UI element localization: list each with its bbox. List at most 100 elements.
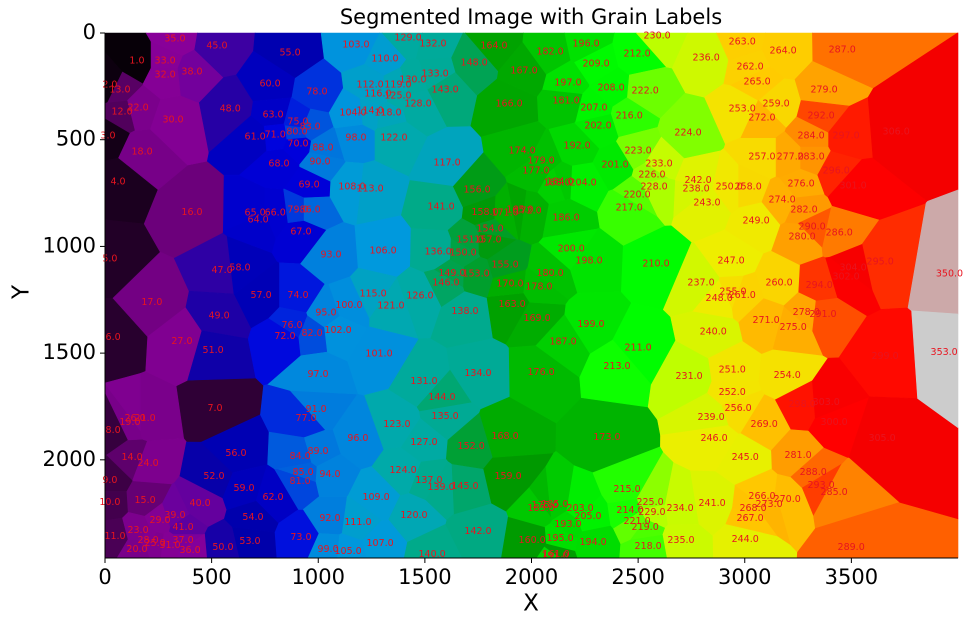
grain-label: 71.0 xyxy=(265,130,286,141)
grain-label: 131.0 xyxy=(410,376,437,387)
grain-label: 68.0 xyxy=(268,159,289,170)
grain-label: 83.0 xyxy=(300,122,321,133)
x-tick-label: 3500 xyxy=(825,565,878,589)
grain-label: 24.0 xyxy=(137,458,158,469)
grain-label: 305.0 xyxy=(868,433,895,444)
grain-label: 167.0 xyxy=(510,65,537,76)
grain-label: 169.0 xyxy=(523,313,550,324)
grain-label: 117.0 xyxy=(433,158,460,169)
grain-label: 93.0 xyxy=(320,250,341,261)
grain-label: 48.0 xyxy=(220,103,241,114)
grain-label: 51.0 xyxy=(203,345,224,356)
grain-label: 49.0 xyxy=(209,311,230,322)
grain-label: 237.0 xyxy=(687,278,714,289)
grain-label: 246.0 xyxy=(700,433,727,444)
grain-label: 293.0 xyxy=(807,480,834,491)
y-tick-label: 2000 xyxy=(43,447,96,471)
grain-label: 240.0 xyxy=(700,327,727,338)
grain-label: 254.0 xyxy=(774,370,801,381)
grain-label: 233.0 xyxy=(645,159,672,170)
grain-label: 55.0 xyxy=(280,48,301,59)
grain-label: 234.0 xyxy=(667,503,694,514)
grain-label: 224.0 xyxy=(674,128,701,139)
grain-label: 194.0 xyxy=(580,537,607,548)
grain-label: 265.0 xyxy=(744,77,771,88)
grain-label: 26.0 xyxy=(124,413,145,424)
grain-label: 296.0 xyxy=(823,166,850,177)
grain-label: 154.0 xyxy=(477,224,504,235)
grain-label: 297.0 xyxy=(832,131,859,142)
grain-label: 239.0 xyxy=(697,412,724,423)
grain-label: 281.0 xyxy=(784,450,811,461)
grain-label: 259.0 xyxy=(762,99,789,110)
grain-label: 89.0 xyxy=(307,446,328,457)
grain-label: 156.0 xyxy=(464,185,491,196)
grain-label: 73.0 xyxy=(290,532,311,543)
grain-label: 62.0 xyxy=(262,492,283,503)
grain-label: 74.0 xyxy=(287,290,308,301)
grain-label: 144.0 xyxy=(428,392,455,403)
grain-label: 294.0 xyxy=(806,280,833,291)
grain-label: 58.0 xyxy=(229,263,250,274)
grain-label: 197.0 xyxy=(554,77,581,88)
grain-label: 138.0 xyxy=(451,306,478,317)
grain-label: 181.0 xyxy=(552,96,579,107)
grain-label: 129.0 xyxy=(394,32,421,43)
grain-label: 110.0 xyxy=(371,54,398,65)
grain-label: 258.0 xyxy=(735,182,762,193)
grain-label: 102.0 xyxy=(324,325,351,336)
grain-label: 292.0 xyxy=(807,111,834,122)
grain-label: 22.0 xyxy=(127,103,148,114)
grain-label: 13.0 xyxy=(109,84,130,95)
grain-label: 96.0 xyxy=(347,433,368,444)
grain-label: 118.0 xyxy=(374,108,401,119)
grain-label: 148.0 xyxy=(461,58,488,69)
grain-label: 122.0 xyxy=(380,133,407,144)
grain-label: 286.0 xyxy=(826,228,853,239)
grain-label: 115.0 xyxy=(359,289,386,300)
grain-label: 60.0 xyxy=(259,79,280,90)
grain-label: 95.0 xyxy=(315,308,336,319)
chart: Segmented Image with Grain Labels X Y 1.… xyxy=(0,0,966,617)
grain-label: 124.0 xyxy=(390,465,417,476)
grain-label: 91.0 xyxy=(306,404,327,415)
grain-label: 260.0 xyxy=(765,278,792,289)
grain-label: 141.0 xyxy=(427,202,454,213)
grain-label: 182.0 xyxy=(536,46,563,57)
grain-label: 251.0 xyxy=(719,365,746,376)
grain-label: 126.0 xyxy=(406,291,433,302)
grain-label: 290.0 xyxy=(799,222,826,233)
y-tick-label: 1500 xyxy=(43,340,96,364)
grain-label: 157.0 xyxy=(474,235,501,246)
grain-label: 145.0 xyxy=(451,481,478,492)
grain-label: 97.0 xyxy=(307,369,328,380)
grain-label: 264.0 xyxy=(770,45,797,56)
grain-label: 109.0 xyxy=(362,492,389,503)
grain-label: 133.0 xyxy=(422,68,449,79)
x-tick-label: 3000 xyxy=(718,565,771,589)
grain-label: 213.0 xyxy=(603,361,630,372)
grain-label: 100.0 xyxy=(335,300,362,311)
grain-label: 105.0 xyxy=(335,546,362,557)
grain-label: 85.0 xyxy=(293,467,314,478)
grain-label: 201.0 xyxy=(601,160,628,171)
grain-label: 30.0 xyxy=(162,115,183,126)
grain-label: 4.0 xyxy=(110,177,125,188)
grain-label: 267.0 xyxy=(736,513,763,524)
grain-label: 98.0 xyxy=(345,133,366,144)
grain-label: 103.0 xyxy=(342,39,369,50)
grain-label: 7.0 xyxy=(207,403,222,414)
grain-label: 82.0 xyxy=(301,328,322,339)
grain-label: 150.0 xyxy=(449,248,476,259)
grain-label: 101.0 xyxy=(365,349,392,360)
grain-label: 303.0 xyxy=(813,397,840,408)
grain-label: 160.0 xyxy=(519,535,546,546)
grain-label: 72.0 xyxy=(274,331,295,342)
grain-label: 113.0 xyxy=(356,184,383,195)
grain-label: 36.0 xyxy=(180,545,201,556)
grain-label: 39.0 xyxy=(164,510,185,521)
x-tick-label: 1000 xyxy=(292,565,345,589)
grain-label: 300.0 xyxy=(821,417,848,428)
grain-label: 173.0 xyxy=(593,432,620,443)
grain-label: 53.0 xyxy=(239,536,260,547)
